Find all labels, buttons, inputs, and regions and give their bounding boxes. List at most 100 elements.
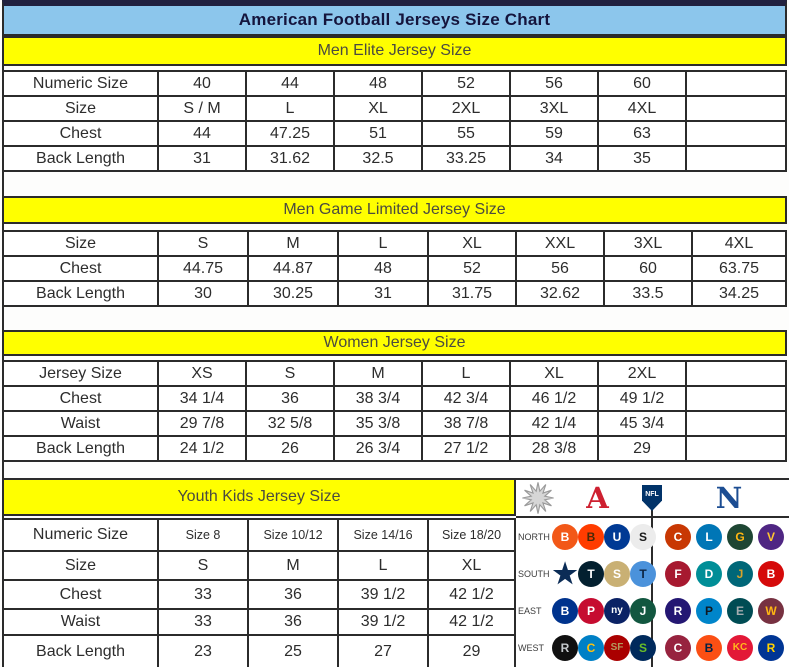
row-label-cell: Size [64, 99, 97, 117]
logo-49ers: SF [604, 635, 630, 662]
afc-team-group: R C SF S [552, 635, 656, 662]
size-value-cell: 2XL [421, 97, 509, 120]
size-value-cell: M [333, 362, 421, 385]
table-row: Size S M L XL XXL 3XL 4XL [4, 232, 785, 255]
logo-panthers: P [696, 598, 722, 625]
size-value-cell [685, 362, 785, 385]
table-section-header: Men Elite Jersey Size [2, 36, 787, 66]
men-game-limited-jersey-table-section: Men Game Limited Jersey Size Size S M L XL XXL… [2, 196, 787, 307]
page-title-text: American Football Jerseys Size Chart [238, 10, 551, 29]
size-value-cell: 34 [509, 147, 597, 170]
nfl-shield-logo: NFL [642, 485, 662, 511]
size-value-cell: 48 [337, 257, 427, 280]
size-value-cell: S / M [157, 97, 245, 120]
row-label-cell: Waist [60, 613, 101, 630]
table-section-header: Men Game Limited Jersey Size [2, 196, 787, 224]
size-value-cell: 38 7/8 [421, 412, 509, 435]
size-value-cell: S [157, 552, 247, 579]
size-value-cell: 25 [247, 636, 337, 667]
row-label-cell: Chest [59, 259, 102, 277]
size-value-cell: 40 [157, 72, 245, 95]
size-table: Numeric Size 40 44 48 52 56 60 Size S / M L XL 2XL 3… [2, 70, 787, 172]
logo-rams: R [758, 635, 784, 662]
division-label: SOUTH [518, 568, 550, 579]
division-label: EAST [518, 606, 542, 617]
table-row: Chest 44.75 44.87 48 52 56 60 63.75 [4, 255, 785, 280]
size-value-cell: 34 1/4 [157, 387, 245, 410]
logo-packers: G [727, 523, 753, 550]
table-row: Back Length 23 25 27 29 [4, 634, 514, 667]
size-value-cell: 32.5 [333, 147, 421, 170]
row-label-cell: Back Length [36, 149, 125, 167]
size-value-cell: 63 [597, 122, 685, 145]
table-row: Waist 33 36 39 1/2 42 1/2 [4, 608, 514, 634]
size-value-cell: XS [157, 362, 245, 385]
size-value-cell: XL [333, 97, 421, 120]
logo-patriots: P [578, 598, 604, 625]
size-value-cell: 33.5 [603, 282, 691, 305]
size-value-cell: 46 1/2 [509, 387, 597, 410]
size-value-cell: 60 [597, 72, 685, 95]
size-value-cell: S [245, 362, 333, 385]
table-row: Numeric Size 40 44 48 52 56 60 [4, 72, 785, 95]
size-value-cell: 39 1/2 [337, 581, 427, 608]
size-value-cell: 29 [597, 437, 685, 460]
youth-kids-jersey-table-section: Youth Kids Jersey Size Numeric Size Size 8… [2, 478, 516, 667]
women-jersey-table-section: Women Jersey Size Jersey Size XS S M L XL 2XL Ch… [2, 330, 787, 462]
size-value-cell: 47.25 [245, 122, 333, 145]
size-value-cell: XL [427, 552, 514, 579]
size-value-cell: L [337, 232, 427, 255]
size-value-cell [685, 437, 785, 460]
logo-dolphins: D [696, 560, 722, 587]
table-row: Numeric Size Size 8 Size 10/12 Size 14/16 Si… [4, 520, 514, 550]
size-value-cell: M [247, 552, 337, 579]
logo-buccaneers: B [758, 560, 784, 587]
logo-raiders: R [552, 635, 578, 662]
size-value-cell [685, 147, 785, 170]
afc-logo: A [586, 481, 609, 515]
size-value-cell: 35 3/8 [333, 412, 421, 435]
logo-redskins: W [758, 598, 784, 625]
size-value-cell: 31.62 [245, 147, 333, 170]
size-value-cell: 2XL [597, 362, 685, 385]
logo-saints: S [604, 560, 630, 587]
table-row: Back Length 31 31.62 32.5 33.25 34 35 [4, 145, 785, 170]
size-value-cell: 4XL [691, 232, 785, 255]
table-row: Waist 29 7/8 32 5/8 35 3/8 38 7/8 42 1/4 45 3/… [4, 410, 785, 435]
row-label-cell: Back Length [36, 284, 125, 302]
size-value-cell: 35 [597, 147, 685, 170]
logo-chargers: C [578, 635, 604, 662]
size-value-cell: 38 3/4 [333, 387, 421, 410]
nfc-team-group: C B KC R [656, 635, 789, 662]
logo-texans: T [578, 560, 604, 587]
table-row: Jersey Size XS S M L XL 2XL [4, 362, 785, 385]
size-value-cell: 33 [157, 581, 247, 608]
conference-logo-row: A NFL N [516, 480, 789, 518]
row-label-cell: Size [64, 556, 97, 574]
row-label-cell: Numeric Size [32, 74, 129, 92]
page-title: American Football Jerseys Size Chart [2, 0, 787, 36]
size-table: Jersey Size XS S M L XL 2XL Chest 34 1/4 36 38 3/4… [2, 360, 787, 462]
logo-broncos: B [696, 635, 722, 662]
logo-vikings: V [758, 523, 784, 550]
size-value-cell: 29 7/8 [157, 412, 245, 435]
size-value-cell: 27 [337, 636, 427, 667]
size-value-cell: Size 18/20 [427, 520, 514, 550]
size-value-cell: M [247, 232, 337, 255]
size-value-cell: 26 3/4 [333, 437, 421, 460]
row-label-cell: Back Length [36, 439, 125, 457]
size-value-cell: 36 [245, 387, 333, 410]
logo-browns: B [578, 523, 604, 550]
size-value-cell: 33 [157, 610, 247, 634]
table-row: Chest 33 36 39 1/2 42 1/2 [4, 579, 514, 608]
size-value-cell: 34.25 [691, 282, 785, 305]
logo-giants: ny [604, 598, 630, 625]
table-section-header: Women Jersey Size [2, 330, 787, 356]
nfl-team-logo-panel: A NFL N NORTH B B U S C L G V SOUTH ★ T S T F D J B EAST B P… [516, 478, 789, 667]
row-label-cell: Size [64, 234, 97, 252]
table-row: Size S M L XL [4, 550, 514, 579]
size-value-cell: 48 [333, 72, 421, 95]
